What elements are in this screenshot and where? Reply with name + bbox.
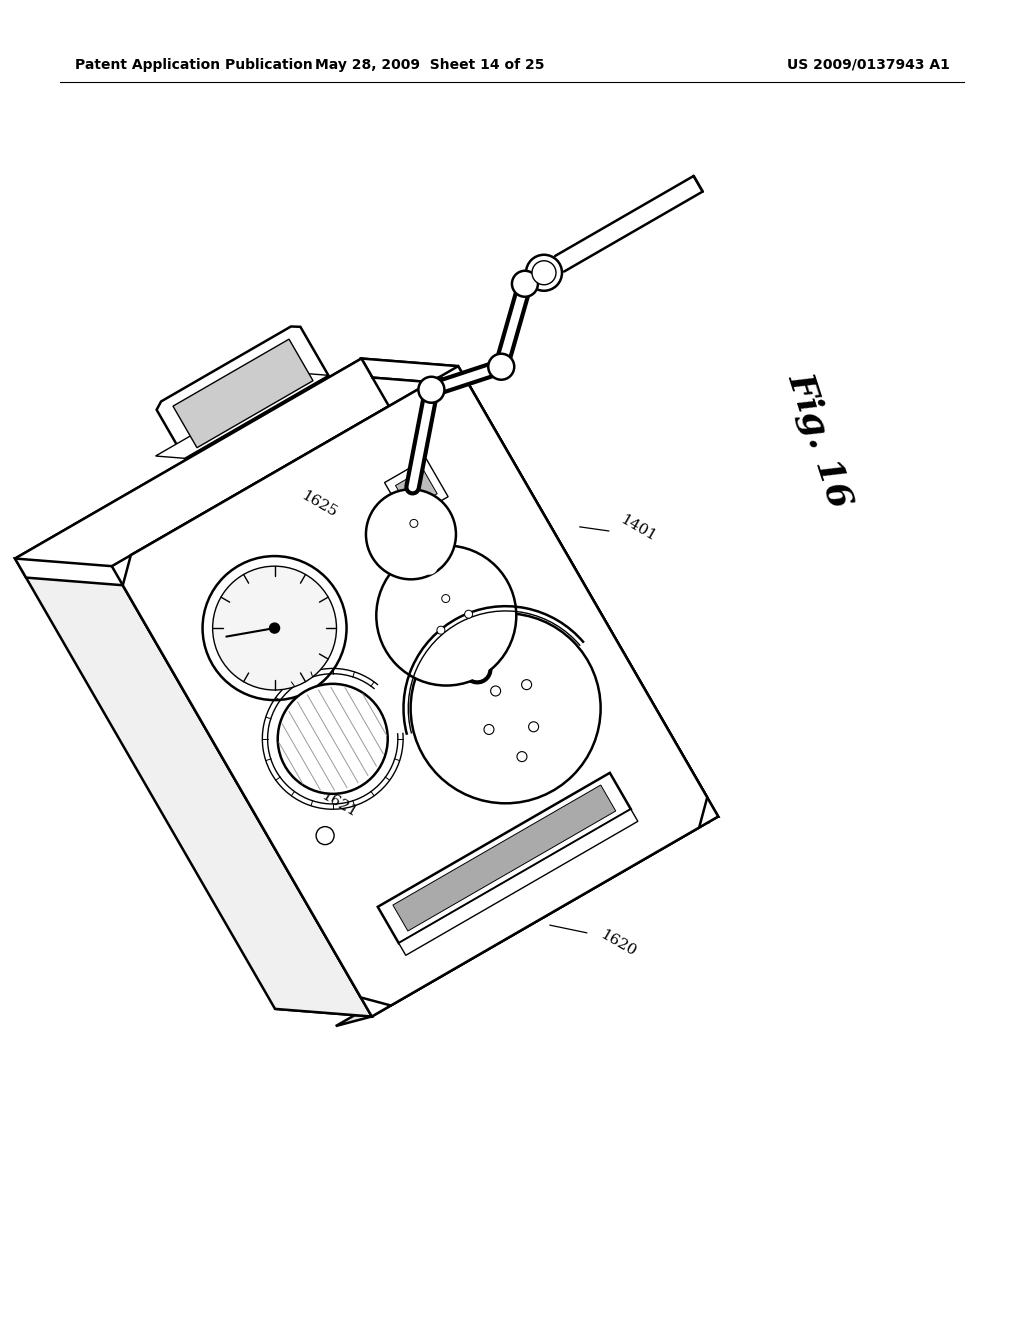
Circle shape (465, 610, 473, 618)
Polygon shape (15, 359, 458, 566)
Text: 1682: 1682 (550, 655, 591, 686)
Polygon shape (156, 374, 329, 458)
Text: 1401: 1401 (617, 512, 658, 544)
Circle shape (437, 626, 444, 634)
Circle shape (490, 686, 501, 696)
Polygon shape (15, 558, 372, 1016)
Polygon shape (15, 359, 469, 585)
Polygon shape (385, 458, 449, 520)
Text: Fig. 16: Fig. 16 (782, 368, 858, 512)
Text: 1621: 1621 (318, 788, 359, 820)
Circle shape (419, 376, 444, 403)
Polygon shape (378, 772, 631, 944)
Circle shape (441, 594, 450, 602)
Circle shape (278, 684, 388, 793)
Circle shape (269, 623, 280, 634)
Circle shape (316, 826, 334, 845)
Polygon shape (395, 470, 437, 510)
Polygon shape (157, 326, 329, 458)
Polygon shape (336, 817, 718, 1026)
Polygon shape (398, 809, 638, 956)
Circle shape (203, 556, 346, 700)
Text: May 28, 2009  Sheet 14 of 25: May 28, 2009 Sheet 14 of 25 (315, 58, 545, 73)
Circle shape (532, 261, 556, 285)
Polygon shape (373, 378, 709, 822)
Circle shape (410, 519, 418, 528)
Text: US 2009/0137943 A1: US 2009/0137943 A1 (787, 58, 950, 73)
Circle shape (521, 680, 531, 689)
Circle shape (488, 354, 514, 380)
Text: 1689: 1689 (464, 739, 505, 771)
Text: Patent Application Publication: Patent Application Publication (75, 58, 312, 73)
Circle shape (484, 725, 494, 734)
Polygon shape (123, 378, 708, 1006)
Text: 1625: 1625 (298, 488, 339, 520)
Circle shape (213, 566, 337, 690)
Circle shape (366, 490, 456, 579)
Polygon shape (393, 785, 615, 931)
Polygon shape (361, 359, 718, 817)
Text: 1620: 1620 (598, 928, 639, 960)
Circle shape (517, 751, 527, 762)
Polygon shape (173, 339, 313, 447)
Circle shape (411, 614, 601, 804)
Circle shape (376, 545, 516, 685)
Circle shape (528, 722, 539, 731)
Polygon shape (112, 366, 718, 1016)
Circle shape (526, 255, 562, 290)
Circle shape (512, 271, 538, 297)
